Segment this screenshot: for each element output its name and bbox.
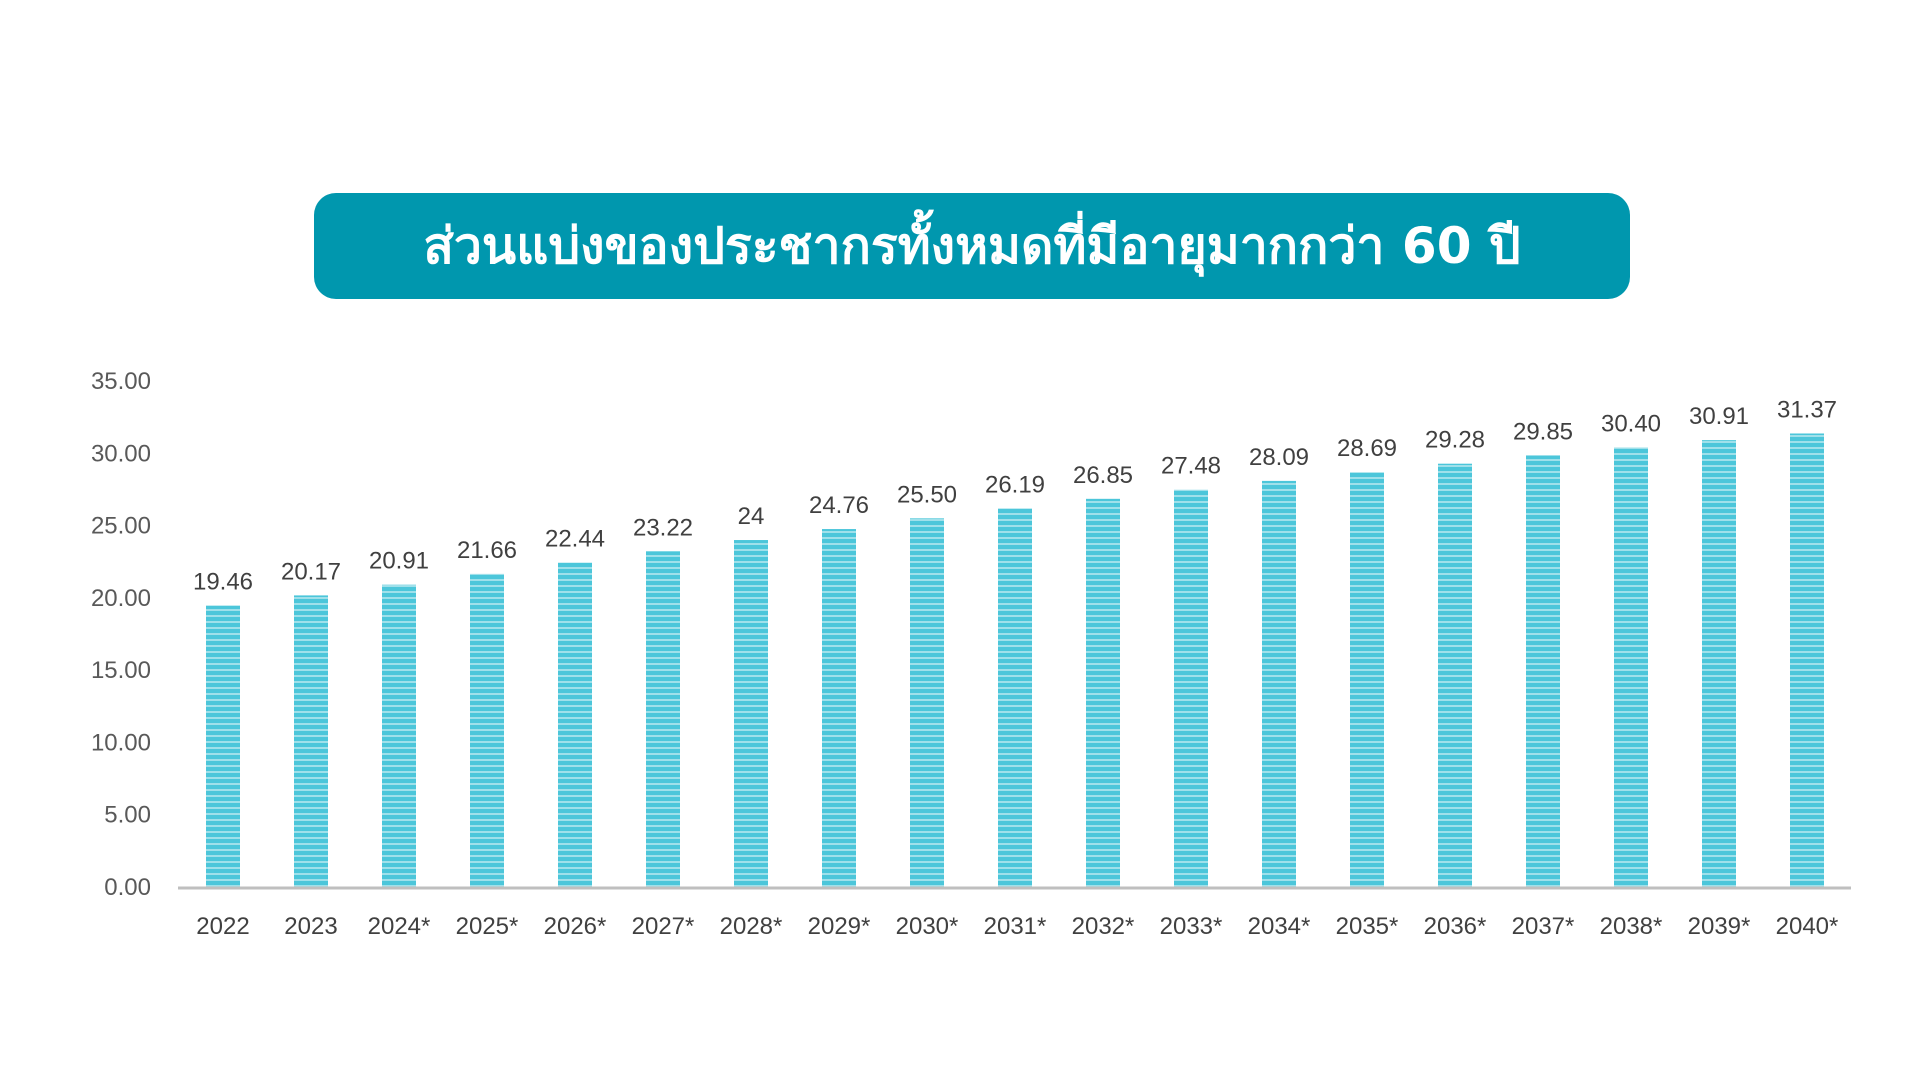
bar (1614, 447, 1648, 887)
bar (1086, 498, 1120, 887)
x-tick-label: 2026* (544, 913, 607, 940)
bar (470, 573, 504, 887)
data-label: 29.85 (1513, 418, 1573, 445)
data-label: 28.09 (1249, 444, 1309, 471)
data-label: 27.48 (1161, 453, 1221, 480)
x-tick-label: 2027* (632, 913, 695, 940)
x-tick-label: 2024* (368, 913, 431, 940)
x-tick-label: 2035* (1336, 913, 1399, 940)
data-label: 26.19 (985, 471, 1045, 498)
bar (294, 595, 328, 887)
x-tick-label: 2028* (720, 913, 783, 940)
x-tick-label: 2036* (1424, 913, 1487, 940)
y-tick-label: 30.00 (91, 440, 151, 467)
x-tick-label: 2034* (1248, 913, 1311, 940)
bar (558, 562, 592, 887)
bar (910, 518, 944, 887)
data-label: 24.76 (809, 492, 869, 519)
data-label: 24 (738, 503, 765, 530)
bar (646, 551, 680, 887)
x-tick-label: 2037* (1512, 913, 1575, 940)
bar (1350, 472, 1384, 887)
y-tick-label: 10.00 (91, 729, 151, 756)
x-tick-label: 2038* (1600, 913, 1663, 940)
x-tick-label: 2025* (456, 913, 519, 940)
data-label: 26.85 (1073, 462, 1133, 489)
x-tick-label: 2031* (984, 913, 1047, 940)
bar (1438, 463, 1472, 887)
x-tick-label: 2023 (284, 913, 337, 940)
y-tick-label: 5.00 (104, 802, 151, 829)
data-label: 20.17 (281, 558, 341, 585)
data-label: 30.40 (1601, 411, 1661, 438)
x-tick-label: 2029* (808, 913, 871, 940)
x-tick-label: 2032* (1072, 913, 1135, 940)
bar (1526, 455, 1560, 887)
x-tick-label: 2040* (1776, 913, 1839, 940)
bar (734, 540, 768, 887)
y-tick-label: 35.00 (91, 368, 151, 395)
data-label: 22.44 (545, 526, 605, 553)
chart-title: ส่วนแบ่งของประชากรทั้งหมดที่มีอายุมากกว่… (423, 216, 1521, 275)
data-label: 28.69 (1337, 435, 1397, 462)
bar (1702, 440, 1736, 887)
x-tick-label: 2022 (196, 913, 249, 940)
bar (206, 605, 240, 887)
x-tick-label: 2033* (1160, 913, 1223, 940)
bar (1262, 480, 1296, 887)
x-tick-label: 2039* (1688, 913, 1751, 940)
bar (1790, 433, 1824, 887)
y-tick-label: 25.00 (91, 513, 151, 540)
chart-title-banner: ส่วนแบ่งของประชากรทั้งหมดที่มีอายุมากกว่… (314, 193, 1630, 299)
data-label: 25.50 (897, 481, 957, 508)
bar (822, 529, 856, 887)
data-label: 20.91 (369, 548, 429, 575)
x-tick-label: 2030* (896, 913, 959, 940)
data-label: 19.46 (193, 569, 253, 596)
data-label: 29.28 (1425, 427, 1485, 454)
y-tick-label: 15.00 (91, 657, 151, 684)
data-label: 31.37 (1777, 396, 1837, 423)
bar (382, 584, 416, 887)
y-tick-label: 0.00 (104, 874, 151, 901)
data-label: 30.91 (1689, 403, 1749, 430)
data-label: 21.66 (457, 537, 517, 564)
bar (1174, 489, 1208, 887)
data-label: 23.22 (633, 514, 693, 541)
bar (998, 508, 1032, 887)
y-tick-label: 20.00 (91, 585, 151, 612)
